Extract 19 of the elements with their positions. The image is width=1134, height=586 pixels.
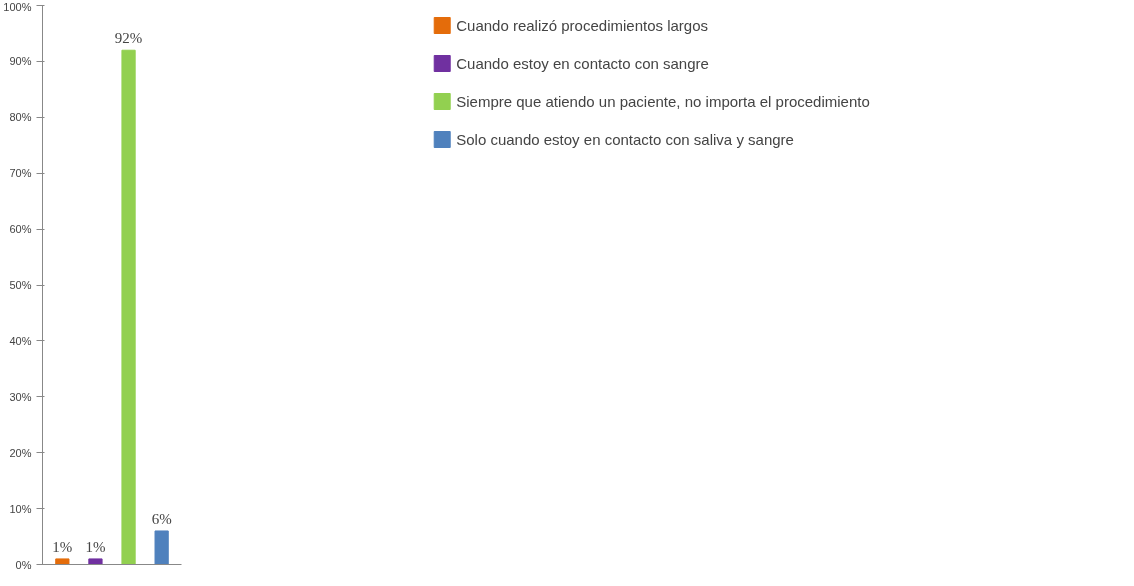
legend-label: Cuando realizó procedimientos largos: [456, 16, 709, 34]
y-tick-label: 90%: [9, 55, 32, 68]
y-tick-label: 10%: [9, 502, 32, 515]
y-tick-label: 100%: [3, 0, 32, 13]
data-label: 92%: [114, 30, 143, 47]
y-tick-label: 60%: [9, 223, 32, 236]
data-label: 6%: [151, 510, 172, 527]
legend-label: Cuando estoy en contacto con sangre: [456, 54, 709, 72]
y-tick-label: 50%: [9, 279, 32, 291]
data-label: 1%: [85, 538, 106, 555]
y-tick-label: 20%: [9, 446, 32, 459]
y-tick-label: 0%: [15, 558, 32, 571]
y-tick-label: 30%: [9, 390, 32, 403]
y-tick-label: 80%: [9, 111, 32, 124]
y-tick-label: 70%: [9, 167, 32, 180]
y-tick-label: 40%: [9, 334, 32, 347]
data-label: 1%: [52, 538, 73, 555]
legend-label: Solo cuando estoy en contacto con saliva y sangre: [456, 130, 794, 148]
legend-label: Siempre que atiendo un paciente, no importa el procedimiento: [456, 92, 870, 110]
